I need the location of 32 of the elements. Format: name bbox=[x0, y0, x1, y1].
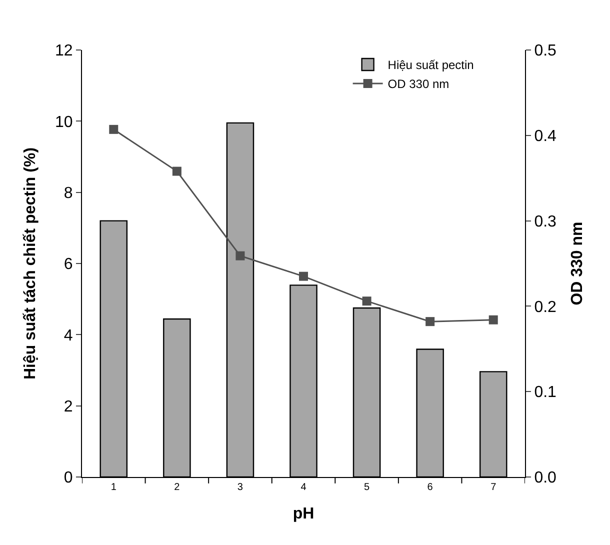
x-tick-label: 7 bbox=[490, 482, 497, 493]
y2-tick-label: 0.4 bbox=[534, 128, 557, 145]
y-tick-label: 0 bbox=[64, 470, 73, 487]
point bbox=[426, 317, 435, 326]
x-tick-label: 3 bbox=[237, 482, 244, 493]
y2-axis-title: OD 330 nm bbox=[569, 222, 586, 306]
x-axis-title: pH bbox=[292, 506, 314, 523]
point bbox=[299, 272, 308, 281]
x-tick-label: 6 bbox=[427, 482, 434, 493]
y-tick-label: 6 bbox=[64, 256, 73, 274]
legend-label: OD 330 nm bbox=[388, 77, 450, 92]
point bbox=[172, 166, 182, 176]
x-tick-label: 2 bbox=[174, 482, 180, 493]
y2-tick-label: 0.5 bbox=[534, 42, 557, 60]
legend-label: Hiệu suất pectin bbox=[388, 58, 474, 72]
x-tick-label: 5 bbox=[364, 482, 370, 493]
point bbox=[236, 251, 245, 260]
y-axis-title: Hiệu suất tách chiết pectin (%) bbox=[22, 147, 39, 380]
x-tick-label: 1 bbox=[110, 482, 117, 493]
y2-tick-label: 0.2 bbox=[534, 298, 557, 316]
y-tick-label: 2 bbox=[64, 398, 73, 416]
y-tick-label: 8 bbox=[64, 184, 73, 202]
point bbox=[488, 315, 498, 324]
x-tick-label: 4 bbox=[300, 482, 307, 493]
y-tick-label: 10 bbox=[55, 114, 73, 131]
y2-tick-label: 0.0 bbox=[534, 470, 557, 487]
y-tick-label: 12 bbox=[55, 42, 73, 60]
y-tick-label: 4 bbox=[64, 327, 73, 344]
point bbox=[362, 296, 372, 306]
y2-tick-label: 0.1 bbox=[534, 384, 557, 402]
point bbox=[109, 124, 118, 134]
y2-tick-label: 0.3 bbox=[534, 213, 557, 230]
